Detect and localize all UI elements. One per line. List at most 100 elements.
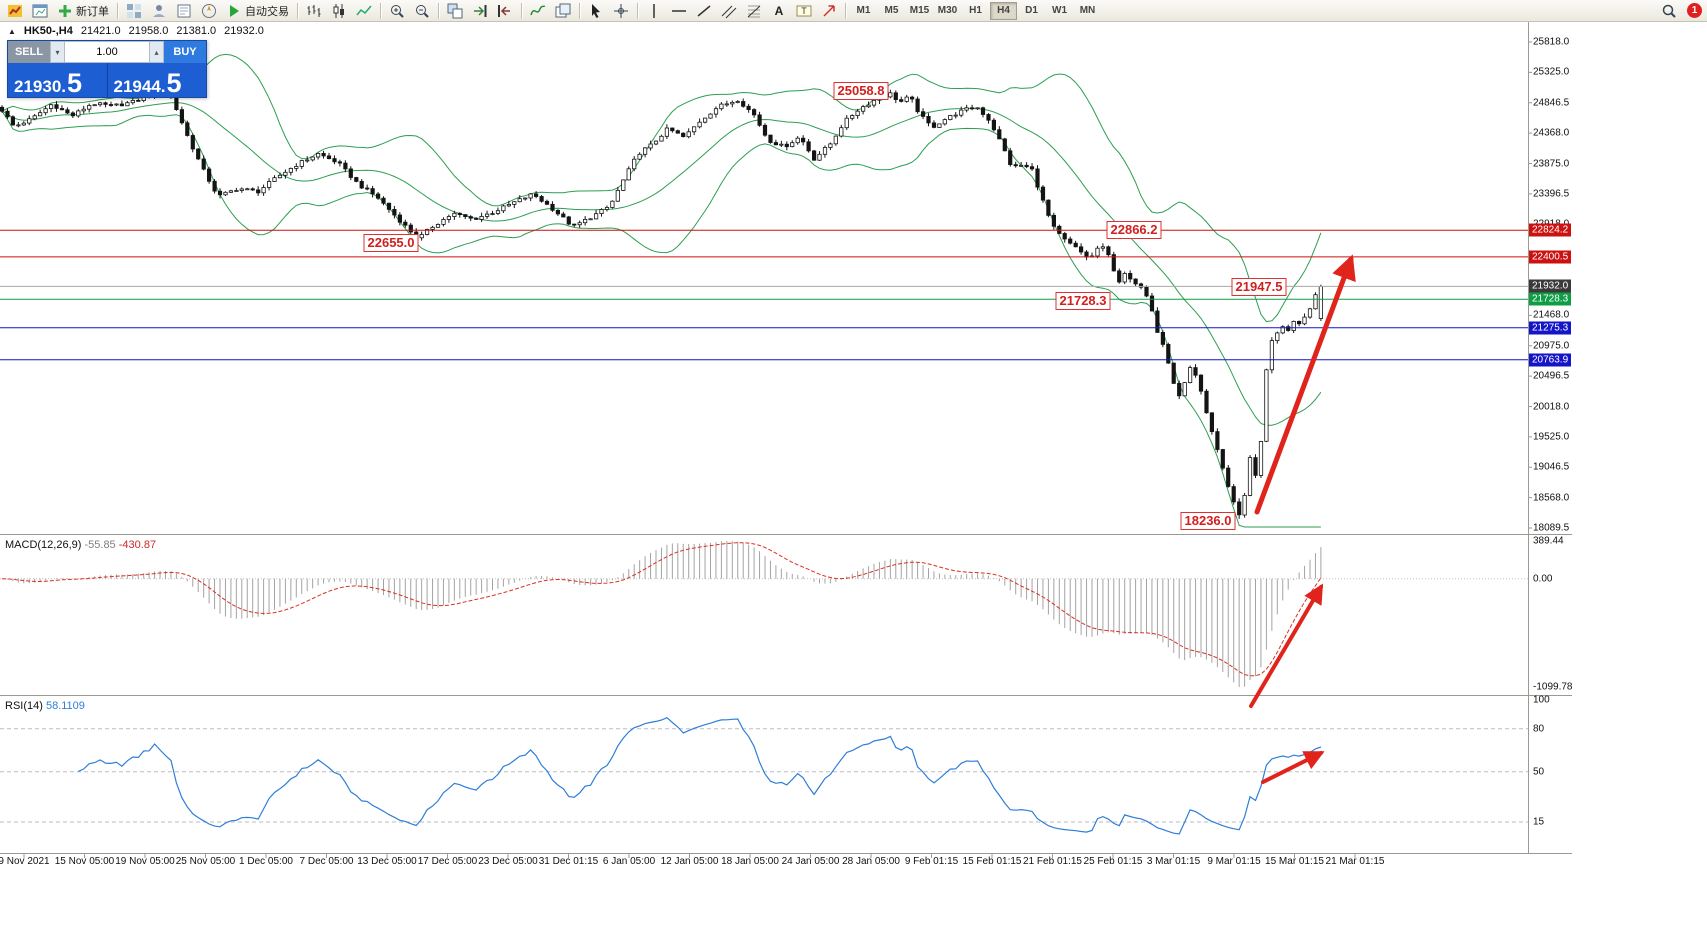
price-annotation[interactable]: 22655.0 [363, 234, 419, 252]
zoom-out-button[interactable] [410, 1, 434, 21]
time-scale-label: 15 Mar 01:15 [1265, 856, 1324, 867]
time-scale-label: 28 Jan 05:00 [842, 856, 900, 867]
candles-layer [0, 88, 1323, 519]
timeframe-m5-button[interactable]: M5 [878, 2, 905, 20]
sell-button[interactable]: SELL [8, 41, 50, 63]
timeframe-m15-button[interactable]: M15 [906, 2, 933, 20]
price-annotation[interactable]: 21947.5 [1231, 278, 1287, 296]
rsi-value: 58.1109 [45, 700, 85, 712]
rsi-scale-label: 15 [1533, 816, 1545, 828]
app-logo-icon[interactable] [3, 1, 27, 21]
profiles-button[interactable] [122, 1, 146, 21]
tile-windows-button[interactable] [443, 1, 467, 21]
price-annotation[interactable]: 21728.3 [1055, 292, 1111, 310]
time-scale-label: 13 Dec 05:00 [357, 856, 417, 867]
volume-decrease-button[interactable]: ▾ [50, 41, 65, 63]
buy-price-big-digit: 5 [166, 68, 182, 98]
rsi-name: RSI(14) [5, 700, 43, 712]
price-annotation[interactable]: 25058.8 [833, 82, 889, 100]
macd-indicator-label: MACD(12,26,9) -55.85 -430.87 [5, 539, 156, 551]
timeframe-mn-button[interactable]: MN [1074, 2, 1101, 20]
toolbar-separator [521, 2, 522, 19]
price-scale-label: 18568.0 [1533, 492, 1570, 504]
buy-price-text: 21944. [113, 77, 166, 96]
toolbar-separator [297, 2, 298, 19]
time-scale-label: 17 Dec 05:00 [417, 856, 478, 867]
new-order-button[interactable]: 新订单 [53, 1, 113, 21]
horizontal-level-lines[interactable] [0, 229, 1528, 361]
price-annotation[interactable]: 22866.2 [1106, 221, 1162, 239]
chart-window-button[interactable] [28, 1, 52, 21]
zoom-in-button[interactable] [385, 1, 409, 21]
chart-shift-button[interactable] [493, 1, 517, 21]
macd-scale-max: 389.44 [1533, 535, 1564, 547]
indicators-button[interactable] [526, 1, 550, 21]
rsi-scale-label: 100 [1533, 694, 1550, 706]
notification-badge[interactable]: 1 [1687, 3, 1702, 18]
buy-price[interactable]: 21944. 5 [106, 63, 207, 98]
line-chart-button[interactable] [352, 1, 376, 21]
volume-increase-button[interactable]: ▴ [149, 41, 164, 63]
svg-text:T: T [801, 6, 807, 16]
text-button[interactable]: A [767, 1, 791, 21]
time-scale-label: 25 Nov 05:00 [175, 856, 236, 867]
equidistant-channel-button[interactable] [717, 1, 741, 21]
auto-scroll-button[interactable] [468, 1, 492, 21]
time-scale-label: 1 Dec 05:00 [239, 856, 293, 867]
toolbar-right-group: 1 [1657, 1, 1704, 21]
crosshair-button[interactable] [609, 1, 633, 21]
timeframe-m1-button[interactable]: M1 [850, 2, 877, 20]
timeframe-d1-button[interactable]: D1 [1018, 2, 1045, 20]
text-label-button[interactable]: T [792, 1, 816, 21]
toolbar-separator [438, 2, 439, 19]
time-scale-label: 3 Mar 01:15 [1146, 856, 1201, 867]
search-button[interactable] [1657, 1, 1681, 21]
timeframe-h4-button[interactable]: H4 [990, 1, 1017, 20]
sell-price[interactable]: 21930. 5 [8, 63, 107, 97]
collapse-panel-icon[interactable]: ▲ [8, 26, 16, 36]
horizontal-line-button[interactable] [667, 1, 691, 21]
price-scale-label: 20018.0 [1533, 401, 1570, 412]
high-value: 21958.0 [128, 25, 169, 37]
navigator-button[interactable] [197, 1, 221, 21]
vertical-line-button[interactable] [642, 1, 666, 21]
data-window-button[interactable] [172, 1, 196, 21]
volume-input[interactable] [65, 41, 149, 63]
fibonacci-button[interactable] [742, 1, 766, 21]
market-watch-button[interactable] [147, 1, 171, 21]
timeframe-h1-button[interactable]: H1 [962, 2, 989, 20]
time-scale-label: 15 Nov 05:00 [54, 856, 115, 867]
arrows-tool-button[interactable] [817, 1, 841, 21]
timeframe-m30-button[interactable]: M30 [934, 2, 961, 20]
rsi-indicator-label: RSI(14) 58.1109 [5, 700, 85, 712]
vertical-line-icon [653, 3, 655, 18]
bar-chart-button[interactable] [302, 1, 326, 21]
time-scale-label: 24 Jan 05:00 [781, 856, 840, 867]
symbol-name: HK50-,H4 [23, 25, 73, 37]
buy-button[interactable]: BUY [164, 41, 206, 63]
auto-scroll-icon [474, 4, 487, 17]
macd-name: MACD(12,26,9) [5, 539, 82, 551]
price-scale-label: 19046.5 [1533, 461, 1570, 473]
price-tag: 21932.0 [1529, 279, 1572, 293]
chart-profiles-button[interactable] [551, 1, 575, 21]
autotrading-button[interactable]: 自动交易 [222, 1, 293, 21]
data-window-icon [177, 4, 191, 17]
app-logo-icon [8, 4, 22, 17]
toolbar-separator [845, 2, 846, 19]
time-scale-label: 7 Dec 05:00 [299, 856, 354, 867]
plus-icon [59, 4, 71, 17]
panel-separators [0, 22, 1572, 858]
trendline-button[interactable] [692, 1, 716, 21]
trend-arrows[interactable] [1249, 254, 1356, 784]
arrows-tool-icon [823, 4, 835, 17]
candlestick-chart-button[interactable] [327, 1, 351, 21]
timeframe-w1-button[interactable]: W1 [1046, 2, 1073, 20]
time-scale-label: 25 Feb 01:15 [1083, 856, 1143, 867]
cursor-button[interactable] [584, 1, 608, 21]
macd-scale-zero: 0.00 [1533, 573, 1553, 585]
price-tag: 21728.3 [1529, 292, 1572, 306]
tile-windows-icon [447, 3, 463, 18]
price-annotation[interactable]: 18236.0 [1180, 512, 1236, 530]
